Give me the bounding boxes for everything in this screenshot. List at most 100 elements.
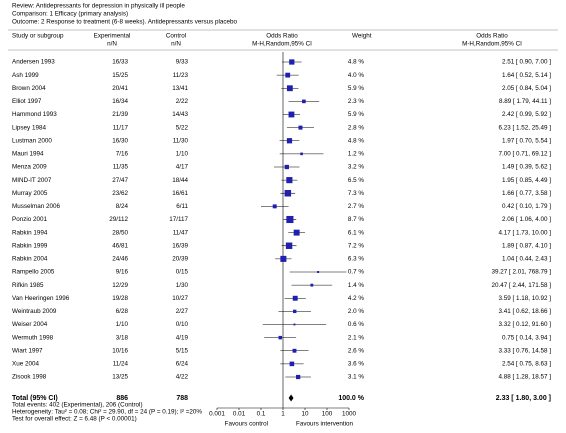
experimental: 24/46 (112, 256, 128, 263)
estimate-label: 6.23 [ 1.52, 25.49 ] (498, 124, 551, 131)
weight: 0.7 % (348, 269, 365, 276)
point-estimate (289, 59, 295, 65)
experimental: 6/28 (116, 308, 129, 315)
experimental: 10/16 (112, 347, 128, 354)
control: 5/22 (176, 124, 189, 131)
control: 14/43 (172, 111, 188, 118)
weight: 3.6 % (348, 361, 365, 368)
control: 1/30 (176, 282, 189, 289)
study-name: Hammond 1993 (12, 111, 57, 118)
point-estimate (298, 125, 303, 130)
study-name: Rabkin 2004 (12, 256, 48, 263)
column-header: M-H,Random,95% CI (462, 41, 522, 48)
experimental: 19/28 (112, 295, 128, 302)
estimate-label: 39.27 [ 2.01, 768.79 ] (491, 269, 551, 276)
control: 0/15 (176, 269, 189, 276)
point-estimate (286, 215, 294, 224)
x-tick-label: 0.001 (209, 411, 225, 418)
point-estimate (285, 242, 293, 249)
point-estimate (272, 204, 277, 209)
estimate-label: 1.89 [ 0.87, 4.10 ] (502, 242, 551, 249)
experimental: 8/24 (116, 203, 129, 210)
estimate-label: 2.54 [ 0.75, 8.63 ] (502, 361, 551, 368)
point-estimate (302, 99, 306, 104)
experimental: 28/50 (112, 229, 128, 236)
weight: 4.2 % (348, 295, 365, 302)
point-estimate (284, 190, 292, 197)
study-name: Wiart 1997 (12, 347, 43, 354)
study-name: Rampello 2005 (12, 269, 55, 276)
weight: 4.8 % (348, 137, 365, 144)
study-name: Brown 2004 (12, 85, 46, 92)
control: 6/24 (176, 361, 189, 368)
weight: 2.0 % (348, 308, 365, 315)
weight: 7.2 % (348, 242, 365, 249)
weight: 4.0 % (348, 72, 365, 79)
total-estimate: 2.33 [ 1.80, 3.00 ] (496, 395, 551, 402)
estimate-label: 2.42 [ 0.99, 5.92 ] (502, 111, 551, 118)
experimental: 16/33 (112, 59, 128, 66)
weight: 5.9 % (348, 85, 365, 92)
estimate-label: 2.06 [ 1.06, 4.00 ] (502, 216, 551, 223)
estimate-label: 3.33 [ 0.76, 14.58 ] (498, 347, 551, 354)
total-events: Total events: 402 (Experimental), 206 (C… (12, 402, 143, 409)
point-estimate (285, 72, 291, 78)
control: 6/11 (176, 203, 188, 210)
estimate-label: 8.89 [ 1.79, 44.11 ] (499, 98, 551, 105)
weight: 4.8 % (348, 59, 365, 66)
experimental: 21/39 (112, 111, 128, 118)
study-name: Menza 2009 (12, 164, 47, 171)
point-estimate (286, 85, 293, 92)
point-estimate (296, 374, 301, 380)
estimate-label: 1.97 [ 0.70, 5.54 ] (502, 137, 551, 144)
control: 17/117 (169, 216, 188, 223)
column-header: M-H,Random,95% CI (252, 41, 312, 48)
control: 2/27 (176, 308, 189, 315)
control: 13/41 (172, 85, 188, 92)
control: 20/39 (172, 256, 188, 263)
point-estimate (286, 138, 293, 144)
comparison: Comparison: 1 Efficacy (primary analysis… (12, 11, 128, 18)
estimate-label: 3.59 [ 1.18, 10.92 ] (498, 295, 551, 302)
experimental: 3/18 (116, 334, 129, 341)
total-diamond (288, 394, 294, 402)
x-tick-label: 10 (301, 411, 309, 418)
experimental: 15/25 (112, 72, 128, 79)
point-estimate (286, 177, 293, 184)
control: 10/27 (172, 295, 188, 302)
estimate-label: 1.64 [ 0.52, 5.14 ] (502, 72, 551, 79)
control: 4/17 (176, 164, 189, 171)
column-header: n/N (171, 41, 181, 48)
estimate-label: 1.04 [ 0.44, 2.43 ] (502, 256, 551, 263)
control: 11/47 (173, 229, 189, 236)
estimate-label: 0.42 [ 0.10, 1.79 ] (502, 203, 551, 210)
weight: 0.6 % (348, 321, 365, 328)
study-name: Ponzio 2001 (12, 216, 48, 223)
heterogeneity: Heterogeneity: Tau² = 0.08; Chi² = 29.90… (12, 409, 202, 416)
experimental: 11/17 (113, 124, 129, 131)
column-header: Study or subgroup (12, 33, 64, 40)
x-tick-label: 1 (281, 411, 285, 418)
weight: 1.2 % (348, 151, 365, 158)
point-estimate (317, 270, 320, 274)
experimental: 29/112 (109, 216, 128, 223)
point-estimate (293, 229, 300, 236)
column-header: Odds Ratio (476, 33, 508, 40)
weight: 3.1 % (348, 374, 365, 381)
weight: 2.1 % (348, 334, 365, 341)
weight: 2.7 % (348, 203, 365, 210)
weight: 6.3 % (348, 256, 365, 263)
point-estimate (300, 152, 303, 156)
point-estimate (280, 255, 287, 262)
control: 5/15 (176, 347, 189, 354)
point-estimate (310, 283, 314, 287)
estimate-label: 4.88 [ 1.28, 18.57 ] (498, 374, 551, 381)
favours-left: Favours control (225, 421, 268, 428)
control: 1/10 (176, 151, 189, 158)
study-name: Rabkin 1999 (12, 242, 48, 249)
study-name: MIND-IT 2007 (12, 177, 52, 184)
estimate-label: 2.05 [ 0.84, 5.04 ] (502, 85, 551, 92)
column-header: Control (166, 33, 186, 40)
total-control: 788 (176, 395, 188, 402)
study-name: Rifkin 1985 (12, 282, 44, 289)
